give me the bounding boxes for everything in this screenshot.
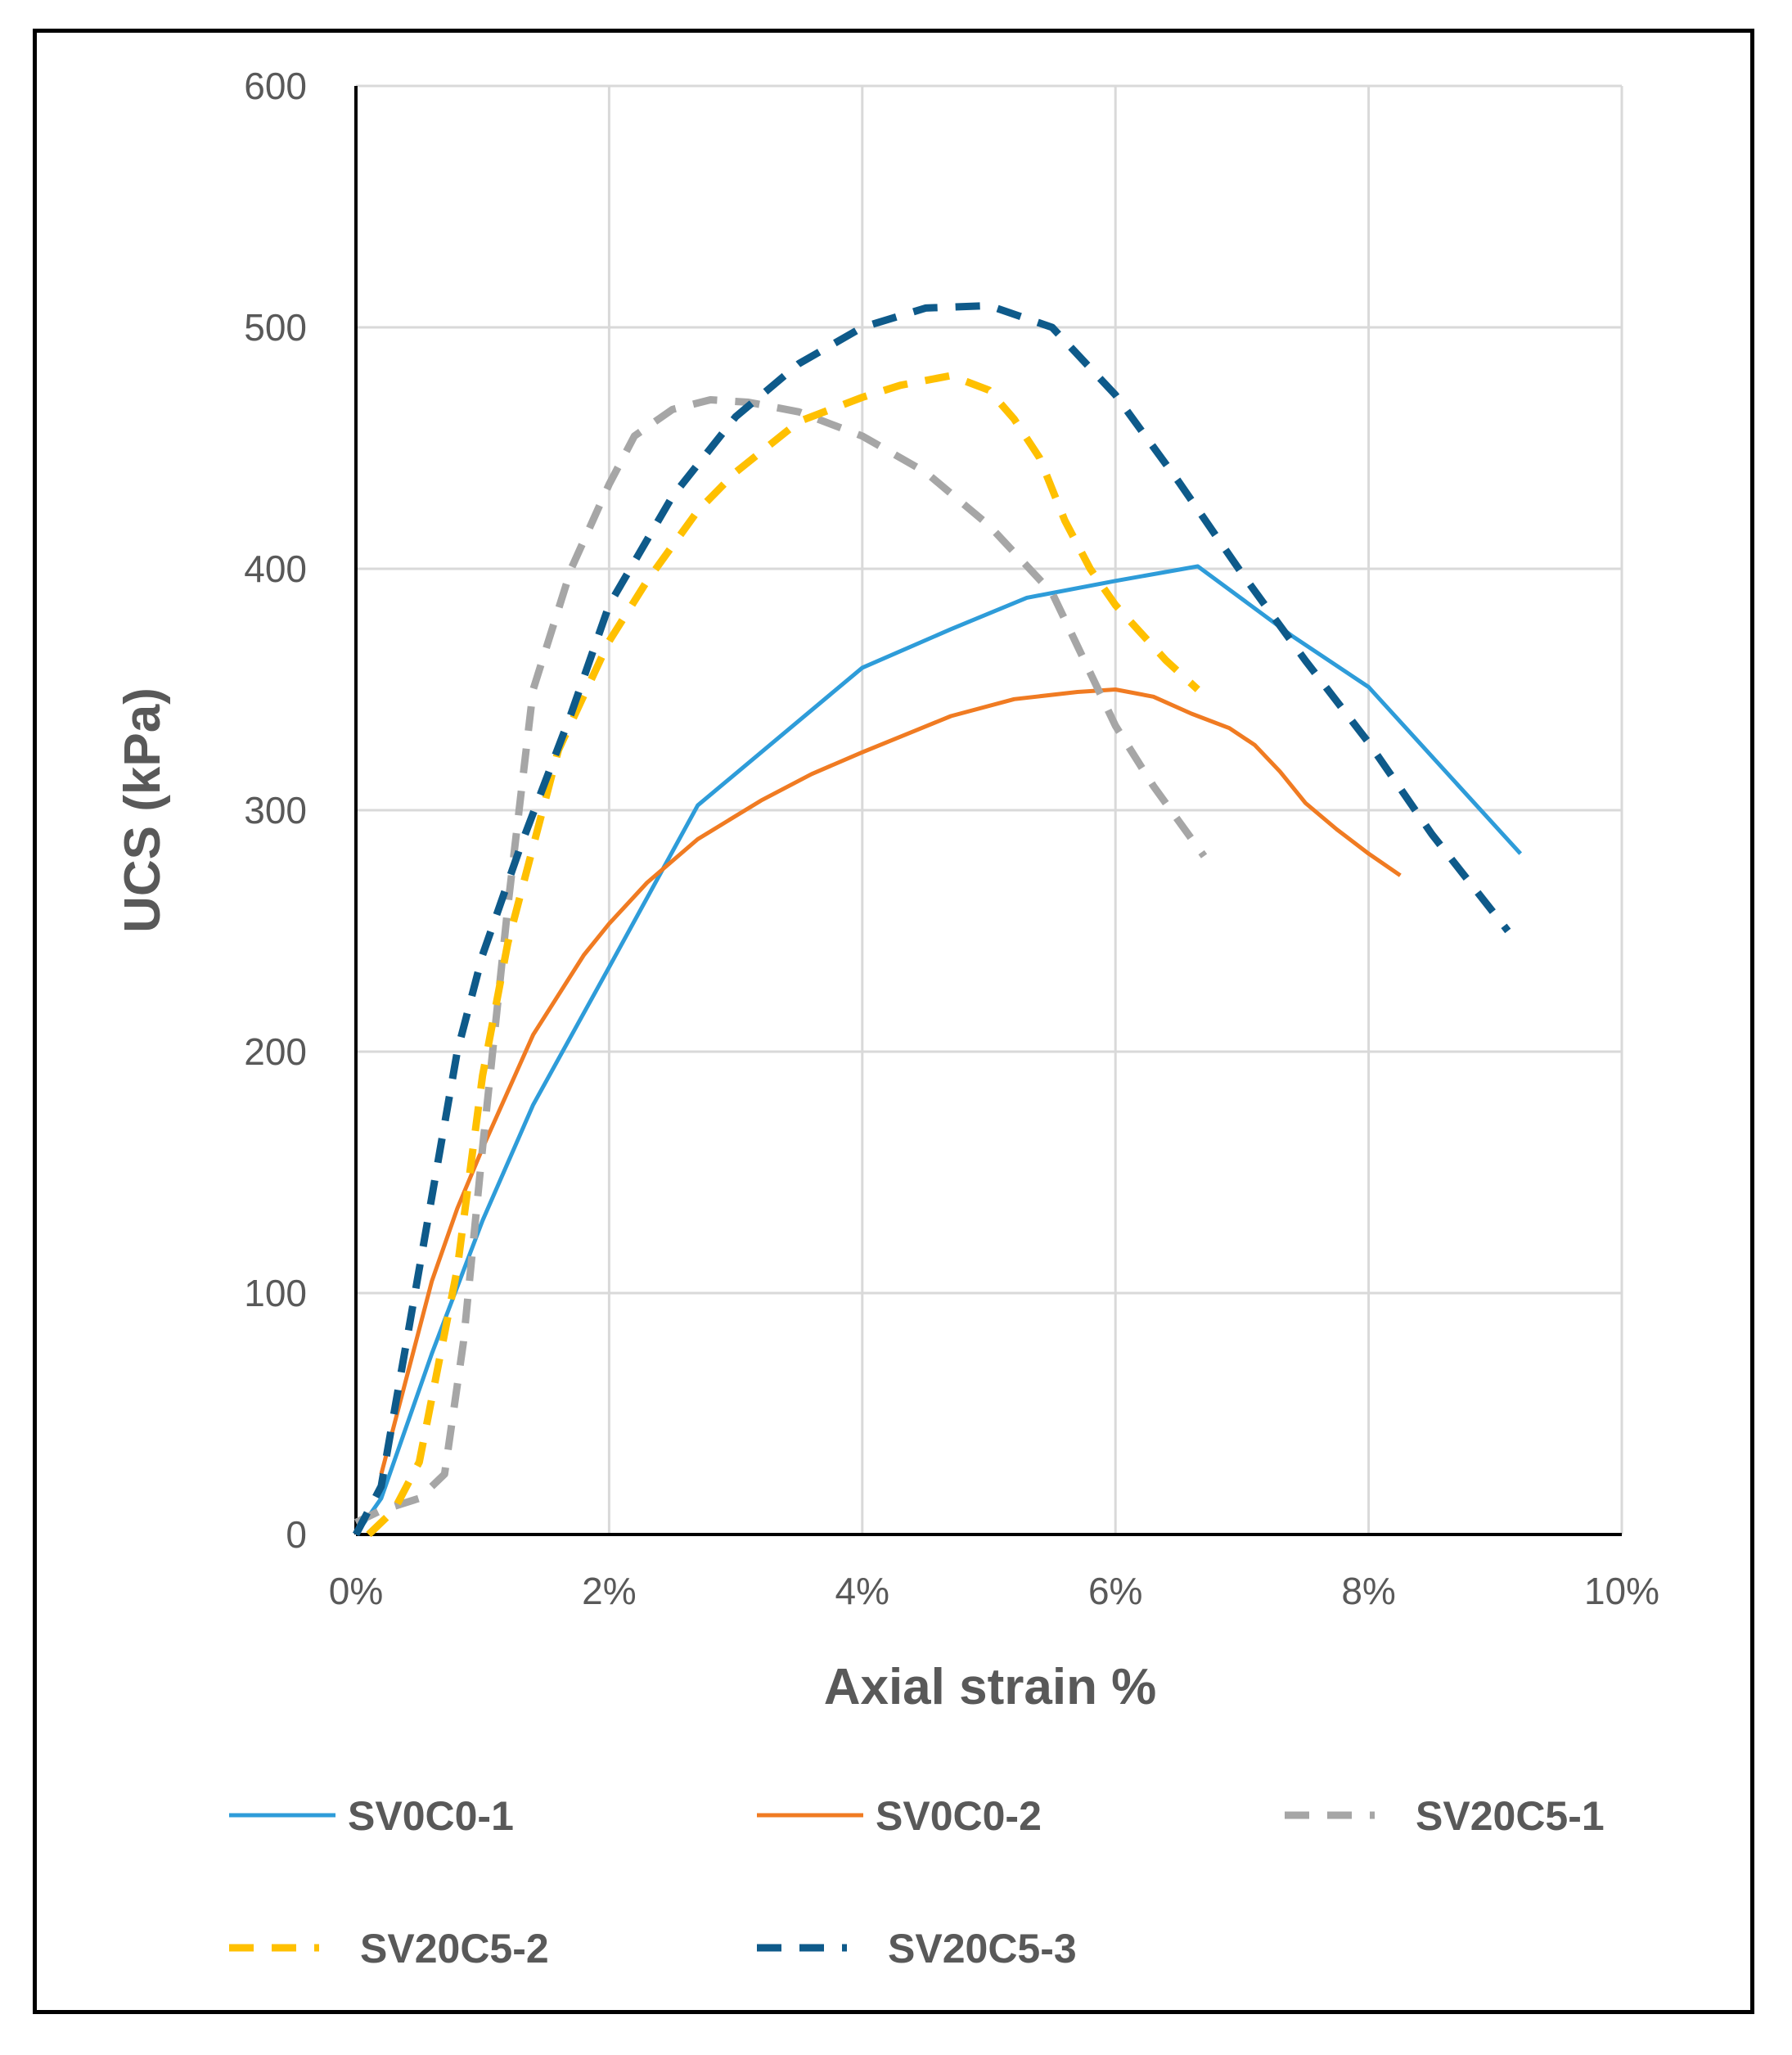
x-tick-label: 10% <box>1584 1570 1659 1612</box>
legend-label-sv0c0-2: SV0C0-2 <box>876 1793 1042 1839</box>
series <box>353 301 1523 1538</box>
y-tick-label: 200 <box>244 1030 307 1073</box>
y-tick-label: 100 <box>244 1272 307 1314</box>
x-tick-labels: 0% 2% 4% 6% 8% 10% <box>329 1570 1659 1612</box>
y-axis-title: UCS (kPa) <box>115 687 171 933</box>
y-tick-label: 400 <box>244 548 307 590</box>
legend-label-sv20c5-3: SV20C5-3 <box>888 1926 1077 1972</box>
axes <box>354 86 1622 1536</box>
y-tick-label: 500 <box>244 306 307 349</box>
y-tick-label: 600 <box>244 65 307 107</box>
x-tick-label: 8% <box>1341 1570 1395 1612</box>
figure-frame <box>33 29 1754 2014</box>
y-tick-label: 300 <box>244 789 307 831</box>
series-line-sv20c5-2 <box>366 372 1200 1538</box>
grid <box>356 84 1623 1534</box>
x-tick-label: 0% <box>329 1570 383 1612</box>
x-axis-title: Axial strain % <box>824 1659 1157 1715</box>
legend: SV0C0-1 SV0C0-2 SV20C5-1 SV20C5-2 SV20C5-3 <box>229 1793 1605 1972</box>
series-line-sv0c0-2 <box>379 687 1402 1475</box>
series-line-sv20c5-3 <box>353 301 1511 1537</box>
legend-label-sv0c0-1: SV0C0-1 <box>348 1793 514 1839</box>
series-line-sv0c0-1 <box>353 564 1523 1536</box>
x-tick-label: 6% <box>1088 1570 1142 1612</box>
y-tick-labels: 0 100 200 300 400 500 600 <box>244 65 307 1556</box>
legend-label-sv20c5-2: SV20C5-2 <box>360 1926 549 1972</box>
legend-label-sv20c5-1: SV20C5-1 <box>1416 1793 1605 1839</box>
y-tick-label: 0 <box>286 1513 307 1556</box>
x-tick-label: 4% <box>835 1570 889 1612</box>
x-tick-label: 2% <box>582 1570 636 1612</box>
